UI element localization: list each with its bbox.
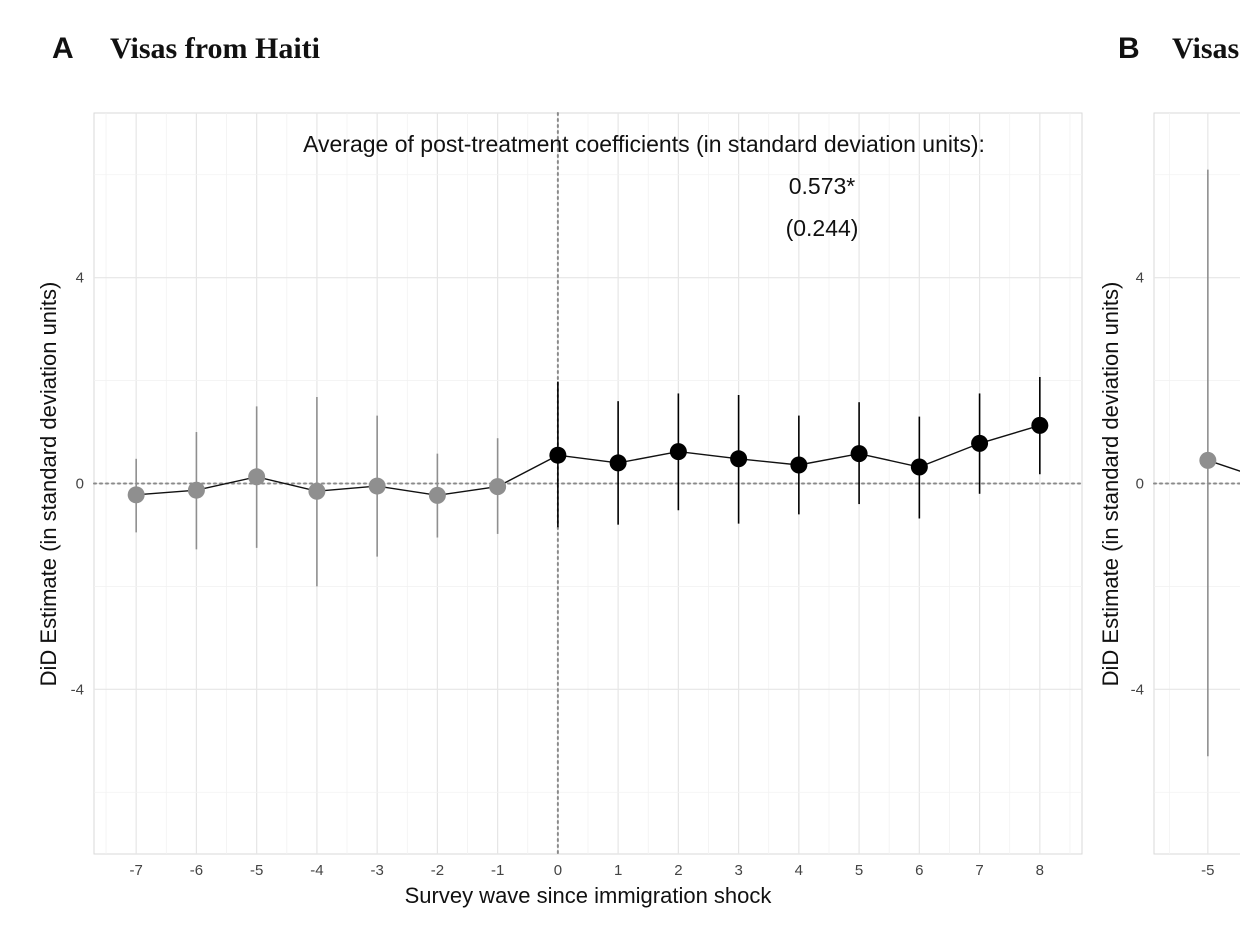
data-point-pre bbox=[489, 478, 507, 496]
panel-b-plot: -5 -4 0 4 DiD Estimate (in standard deviat… bbox=[1098, 112, 1240, 879]
data-point-post bbox=[609, 454, 627, 472]
x-tick-label: -4 bbox=[310, 862, 323, 879]
panel-a-title: Visas from Haiti bbox=[110, 32, 320, 65]
data-point-pre bbox=[127, 486, 145, 504]
x-tick-label: 2 bbox=[674, 862, 682, 879]
panel-a-points bbox=[127, 416, 1049, 504]
panel-a-y-tick-labels: -4 0 4 bbox=[71, 270, 84, 699]
y-tick-label: -4 bbox=[71, 681, 84, 698]
data-point-post bbox=[971, 434, 989, 452]
panel-b-title: Visas bbox=[1172, 32, 1239, 65]
data-point-pre bbox=[1199, 451, 1217, 469]
x-tick-label: 3 bbox=[734, 862, 742, 879]
y-tick-label: 0 bbox=[1136, 476, 1144, 493]
x-tick-label: 4 bbox=[795, 862, 803, 879]
x-tick-label: -1 bbox=[491, 862, 504, 879]
data-point-pre bbox=[368, 477, 386, 495]
data-point-pre bbox=[248, 468, 266, 486]
y-tick-label: -4 bbox=[1131, 681, 1144, 698]
data-point-post bbox=[790, 456, 808, 474]
x-tick-label: 1 bbox=[614, 862, 622, 879]
panel-b-letter: B bbox=[1118, 32, 1140, 65]
panel-b-points bbox=[1199, 451, 1217, 469]
x-tick-label: 5 bbox=[855, 862, 863, 879]
data-point-post bbox=[910, 458, 928, 476]
panel-b-y-axis-title: DiD Estimate (in standard deviation unit… bbox=[1098, 282, 1123, 687]
x-tick-label: -5 bbox=[250, 862, 263, 879]
panel-a-y-axis-title: DiD Estimate (in standard deviation unit… bbox=[36, 282, 61, 687]
x-tick-label: -6 bbox=[190, 862, 203, 879]
panel-b-y-tick-labels: -4 0 4 bbox=[1131, 270, 1144, 699]
x-tick-label: -5 bbox=[1201, 862, 1214, 879]
y-tick-label: 4 bbox=[76, 270, 84, 287]
data-point-post bbox=[669, 443, 687, 461]
data-point-post bbox=[549, 446, 567, 464]
y-tick-label: 0 bbox=[76, 476, 84, 493]
panel-a-x-tick-labels: -7 -6 -5 -4 -3 -2 -1 0 1 2 3 4 5 6 7 8 bbox=[129, 862, 1044, 879]
panel-a-plot: -7 -6 -5 -4 -3 -2 -1 0 1 2 3 4 5 6 7 8 -4 0 4 Average of … bbox=[36, 112, 1083, 908]
data-point-post bbox=[730, 450, 748, 468]
panel-a-series-lines bbox=[136, 424, 1041, 497]
x-tick-label: 0 bbox=[554, 862, 562, 879]
data-point-pre bbox=[308, 482, 326, 500]
panel-b-x-tick-labels: -5 bbox=[1201, 862, 1214, 879]
panel-a-annotation-line1: Average of post-treatment coefficients (… bbox=[303, 131, 985, 157]
x-tick-label: 8 bbox=[1036, 862, 1044, 879]
data-point-post bbox=[850, 445, 868, 463]
data-point-pre bbox=[187, 481, 205, 499]
series-line bbox=[136, 424, 1041, 497]
x-tick-label: 7 bbox=[975, 862, 983, 879]
x-tick-label: 6 bbox=[915, 862, 923, 879]
panel-a-letter: A bbox=[52, 32, 74, 65]
x-tick-label: -2 bbox=[431, 862, 444, 879]
panel-a-annotation-estimate: 0.573* bbox=[789, 173, 856, 199]
x-tick-label: -3 bbox=[370, 862, 383, 879]
panel-a-annotation-se: (0.244) bbox=[786, 215, 859, 241]
x-tick-label: -7 bbox=[129, 862, 142, 879]
data-point-pre bbox=[428, 486, 446, 504]
y-tick-label: 4 bbox=[1136, 270, 1144, 287]
data-point-post bbox=[1031, 416, 1049, 434]
panel-a-x-axis-title: Survey wave since immigration shock bbox=[405, 883, 773, 908]
